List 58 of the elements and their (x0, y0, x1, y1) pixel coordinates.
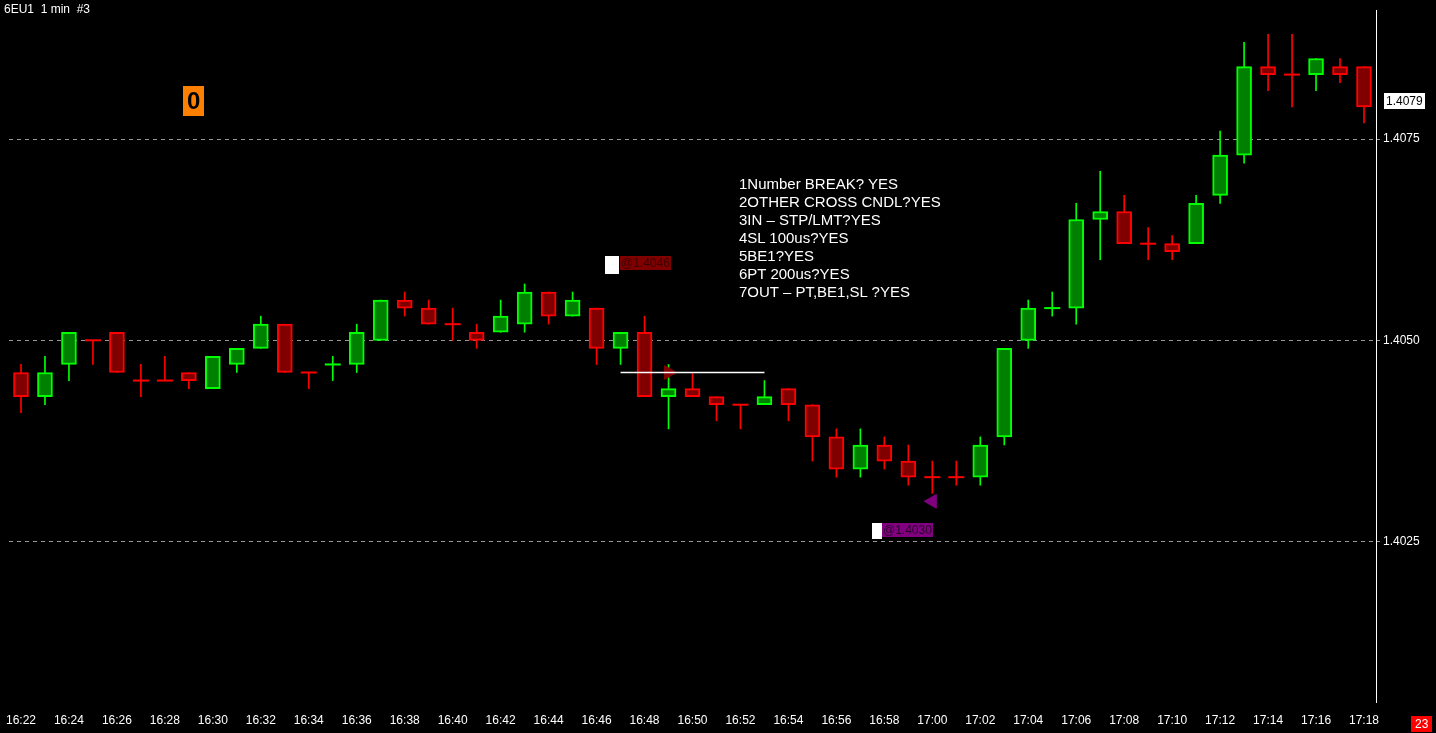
x-tick-label: 17:08 (1109, 713, 1140, 728)
x-tick-label: 17:12 (1205, 713, 1236, 728)
annotation: @1.4030 (882, 523, 933, 537)
x-tick-label: 17:06 (1061, 713, 1092, 728)
x-tick-label: 16:32 (245, 713, 277, 728)
x-tick-label: 16:42 (485, 713, 516, 728)
text: 1.4079 (1384, 93, 1425, 109)
x-tick-label: 16:58 (869, 713, 900, 728)
x-tick-label: 16:56 (821, 713, 852, 728)
candlestick (1139, 227, 1158, 261)
annotation: 1Number BREAK? YES (739, 175, 898, 192)
candlestick (131, 364, 150, 397)
annotation: 6PT 200us?YES (739, 265, 850, 282)
x-tick-label: 16:34 (293, 713, 325, 728)
x-tick-label: 16:36 (341, 713, 373, 728)
x-tick-label: 17:02 (965, 713, 996, 728)
x-tick-label: 16:38 (389, 713, 421, 728)
candlestick (1043, 291, 1062, 317)
annotation: 2OTHER CROSS CNDL?YES (739, 193, 941, 210)
x-tick-label: 16:22 (5, 713, 37, 728)
candlestick (1260, 34, 1276, 92)
x-tick-label: 17:10 (1157, 713, 1188, 728)
annotation: 4SL 100us?YES (739, 229, 849, 246)
annotation: 3IN – STP/LMT?YES (739, 211, 881, 228)
x-tick-label: 16:50 (677, 713, 708, 728)
x-tick-label: 16:52 (725, 713, 756, 728)
annotation: 0 (183, 86, 205, 116)
x-tick-label: 17:16 (1301, 713, 1332, 728)
candlestick (155, 356, 174, 382)
x-tick-label: 16:26 (101, 713, 133, 728)
x-tick-label: 16:24 (53, 713, 85, 728)
text: 23 (1411, 716, 1433, 732)
annotation: 7OUT – PT,BE1,SL ?YES (739, 283, 910, 300)
annotation: 5BE1?YES (739, 247, 815, 264)
x-tick-label: 17:18 (1348, 713, 1380, 728)
candlestick (443, 307, 462, 341)
candlestick (299, 371, 318, 389)
annotation: @1.4046 (620, 256, 671, 270)
candlestick (323, 356, 342, 381)
y-tick-label: 1.4075 (1383, 131, 1421, 146)
chart-title: 6EU1 1 min #3 (4, 2, 91, 16)
x-tick-label: 16:28 (149, 713, 181, 728)
candlestick (923, 460, 942, 494)
x-tick-label: 17:00 (917, 713, 948, 728)
candlestick (947, 460, 966, 486)
y-tick-label: 1.4050 (1383, 332, 1421, 347)
x-tick-label: 16:40 (437, 713, 469, 728)
candlestick (1092, 170, 1109, 261)
x-tick-label: 16:44 (533, 713, 564, 728)
x-tick-label: 16:54 (773, 713, 804, 728)
candlestick (83, 339, 102, 365)
x-tick-label: 16:30 (197, 713, 229, 728)
candlestick (1283, 34, 1302, 108)
x-tick-label: 16:46 (581, 713, 612, 728)
x-tick-label: 17:14 (1253, 713, 1284, 728)
x-tick-label: 17:04 (1013, 713, 1044, 728)
x-tick-label: 16:48 (629, 713, 660, 728)
y-tick-label: 1.4025 (1383, 533, 1421, 548)
